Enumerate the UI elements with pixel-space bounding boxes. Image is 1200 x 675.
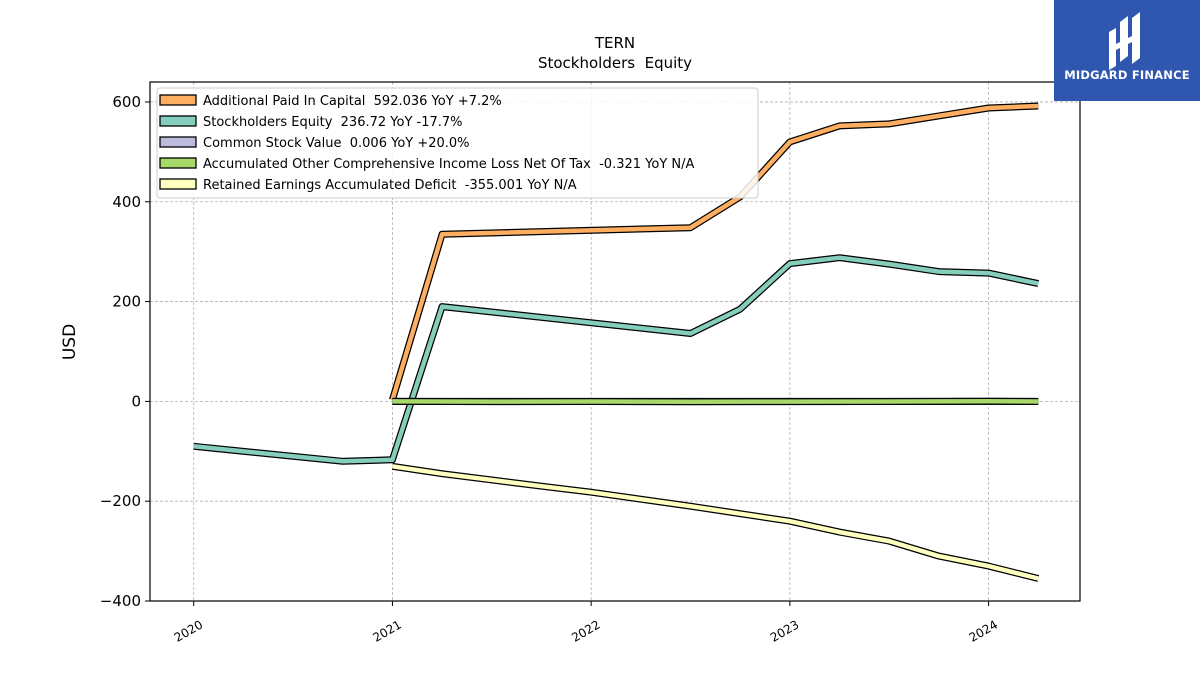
brand-logo: MIDGARD FINANCE	[1054, 0, 1200, 101]
legend-label-0: Additional Paid In Capital 592.036 YoY +…	[203, 94, 502, 109]
y-tick-label: 200	[112, 293, 141, 311]
chart-subtitle: Stockholders Equity	[538, 54, 692, 72]
y-tick-label: −200	[100, 492, 141, 510]
legend: Additional Paid In Capital 592.036 YoY +…	[156, 87, 759, 199]
legend-label-2: Common Stock Value 0.006 YoY +20.0%	[203, 136, 470, 151]
series-line-4	[392, 464, 1039, 581]
legend-box	[156, 87, 759, 199]
y-axis-label: USD	[60, 324, 80, 360]
logo-text: MIDGARD FINANCE	[1064, 68, 1190, 82]
series-line-0	[390, 103, 1039, 401]
legend-swatch-2	[159, 136, 197, 148]
logo-mark-icon	[1109, 12, 1140, 70]
x-tick-label: 2024	[967, 617, 1000, 644]
x-tick-label: 2020	[172, 617, 205, 644]
legend-label-4: Retained Earnings Accumulated Deficit -3…	[203, 178, 577, 193]
legend-swatch-4	[159, 178, 197, 190]
legend-swatch-0	[159, 94, 197, 106]
legend-swatch-1	[159, 115, 197, 127]
series-line-3	[392, 398, 1039, 405]
y-tick-label: 600	[112, 93, 141, 111]
x-tick-label: 2022	[569, 617, 602, 644]
series-line-outline-4	[391, 462, 1040, 582]
x-tick-label: 2023	[768, 617, 801, 644]
legend-label-3: Accumulated Other Comprehensive Income L…	[203, 157, 694, 172]
chart-title: TERN	[594, 34, 635, 52]
y-tick-label: 0	[131, 392, 141, 410]
legend-swatch-3	[159, 157, 197, 169]
y-tick-label: 400	[112, 193, 141, 211]
series-layer	[193, 102, 1040, 582]
y-tick-label: −400	[100, 592, 141, 610]
plot-frame	[149, 81, 1081, 602]
series-line-outline-1	[193, 254, 1040, 465]
axes: −400 −200 0 200 400 600 2020 2021 2022 2023 2024	[100, 93, 1000, 645]
legend-label-1: Stockholders Equity 236.72 YoY -17.7%	[203, 115, 463, 130]
x-tick-label: 2021	[370, 617, 403, 644]
series-line-1	[193, 255, 1039, 464]
